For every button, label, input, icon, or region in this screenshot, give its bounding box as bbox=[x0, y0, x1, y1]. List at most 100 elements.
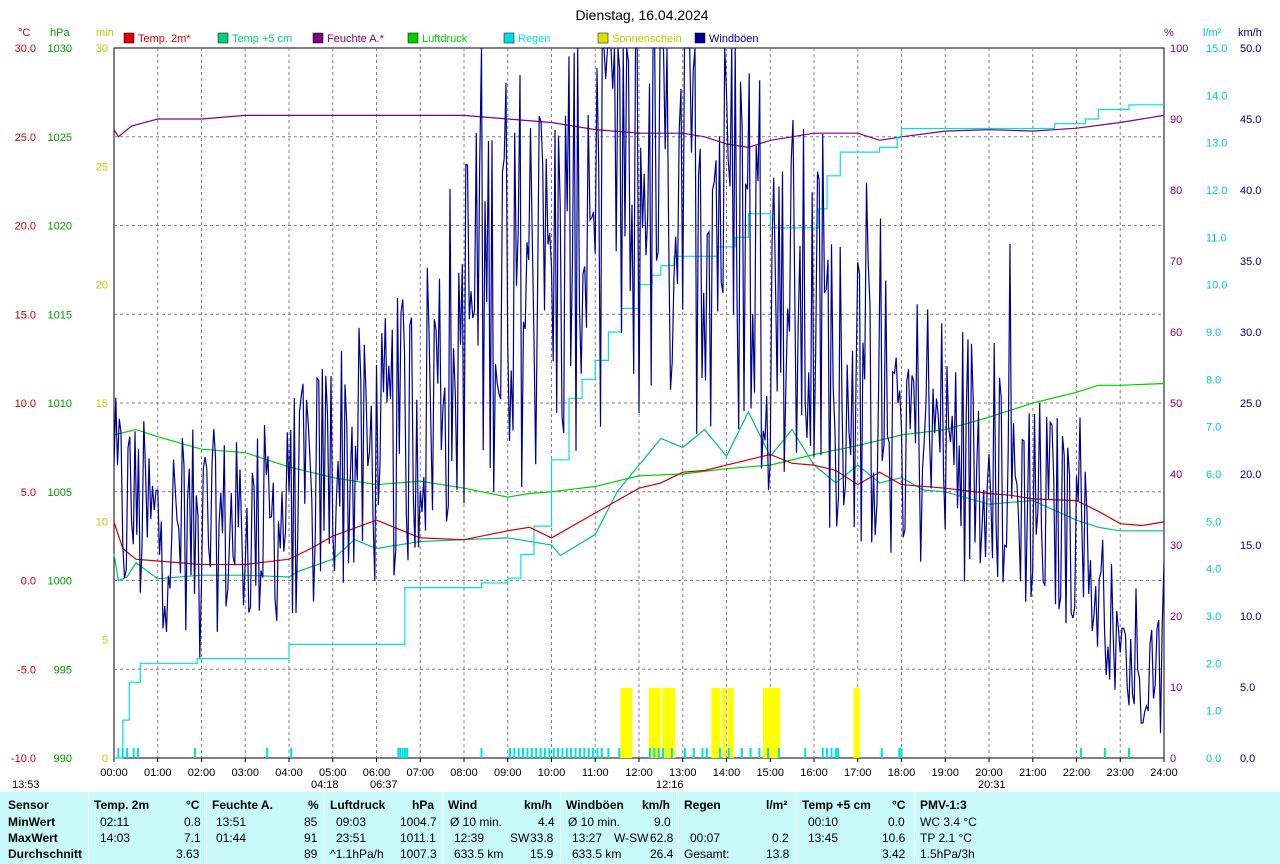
stats-header-boeen: Windböen bbox=[566, 798, 624, 812]
rain-tick bbox=[539, 748, 542, 758]
stats-unit-temp5: °C bbox=[892, 798, 906, 812]
rain-axis-tick: 4.0 bbox=[1206, 564, 1221, 576]
x-tick-label: 06:00 bbox=[363, 767, 391, 779]
wind-axis-tick: 45.0 bbox=[1240, 114, 1261, 126]
rain-axis-tick: 8.0 bbox=[1206, 374, 1221, 386]
rain-tick bbox=[1103, 748, 1106, 758]
temp-axis-tick: -10.0 bbox=[11, 753, 36, 765]
legend-label: Sonnenschein bbox=[612, 33, 682, 45]
stats-header-pmv: PMV-1:3 bbox=[920, 798, 967, 812]
chart-title: Dienstag, 16.04.2024 bbox=[575, 7, 708, 23]
stats-header-sensor: Sensor bbox=[8, 798, 49, 812]
sunshine-bar bbox=[763, 688, 767, 758]
sunshine-bar bbox=[768, 688, 773, 758]
statistics-panel: Sensor MinWert MaxWert Durchschnitt Temp… bbox=[0, 792, 1280, 864]
marker-noon: 12:16 bbox=[656, 779, 684, 791]
rain-event-ticks bbox=[117, 748, 1130, 758]
stats-luft-max-time: 23:51 bbox=[336, 831, 367, 845]
wind-axis-tick: 10.0 bbox=[1240, 611, 1261, 623]
stats-wind-max: 33.8 bbox=[530, 831, 554, 845]
humidity-axis-tick: 100 bbox=[1170, 43, 1188, 55]
legend-swatch bbox=[503, 32, 515, 44]
rain-tick bbox=[508, 748, 511, 758]
rain-tick bbox=[758, 748, 761, 758]
rain-axis-tick: 9.0 bbox=[1206, 327, 1221, 339]
legend-label: Windböen bbox=[709, 33, 759, 45]
pressure-axis-tick: 990 bbox=[54, 753, 72, 765]
stats-temp2m-min-time: 02:11 bbox=[100, 815, 130, 829]
humidity-axis-tick: 90 bbox=[1170, 114, 1182, 126]
rain-axis-tick: 5.0 bbox=[1206, 516, 1221, 528]
legend-label: Feuchte A.* bbox=[327, 33, 385, 45]
legend-label: Luftdruck bbox=[422, 33, 468, 45]
stats-feuchte-avg: 89 bbox=[304, 847, 318, 861]
stats-unit-temp2m: °C bbox=[186, 798, 200, 812]
sunshine-bar bbox=[766, 688, 771, 758]
legend-swatch bbox=[694, 32, 706, 44]
stats-header-temp5: Temp +5 cm bbox=[802, 798, 871, 812]
x-tick-label: 13:00 bbox=[669, 767, 697, 779]
x-tick-label: 20:00 bbox=[975, 767, 1003, 779]
series-line-temp-5-cm bbox=[113, 410, 1164, 582]
sunshine-bar bbox=[671, 688, 676, 758]
rain-tick bbox=[399, 748, 402, 758]
rain-axis-tick: 3.0 bbox=[1206, 611, 1221, 623]
wind-axis-tick: 5.0 bbox=[1240, 682, 1255, 694]
rain-tick bbox=[718, 748, 721, 758]
legend-label: Temp +5 cm bbox=[232, 33, 292, 45]
sunshine-bar bbox=[713, 688, 718, 758]
stats-pmv-wc: WC 3.4 °C bbox=[920, 815, 977, 829]
rain-tick bbox=[517, 748, 520, 758]
stats-wind-max-time: 12:39 bbox=[454, 831, 485, 845]
x-tick-label: 07:00 bbox=[406, 767, 434, 779]
sunshine-bar bbox=[665, 688, 670, 758]
rain-tick bbox=[1079, 748, 1082, 758]
x-tick-label: 18:00 bbox=[888, 767, 916, 779]
sunshine-axis-tick: 25 bbox=[96, 161, 108, 173]
rain-tick bbox=[406, 748, 409, 758]
rain-tick bbox=[578, 748, 581, 758]
legend-swatch bbox=[597, 32, 609, 44]
x-tick-label: 17:00 bbox=[844, 767, 872, 779]
stats-boeen-dist: 633.5 km bbox=[572, 847, 622, 861]
rain-tick bbox=[557, 748, 560, 758]
x-tick-label: 08:00 bbox=[450, 767, 478, 779]
x-tick-label: 16:00 bbox=[800, 767, 828, 779]
humidity-axis-tick: 10 bbox=[1170, 682, 1182, 694]
x-tick-label: 24:00 bbox=[1150, 767, 1178, 779]
x-tick-label: 23:00 bbox=[1106, 767, 1134, 779]
temp-axis-tick: -5.0 bbox=[17, 664, 36, 676]
sunshine-bar bbox=[853, 688, 858, 758]
rain-tick bbox=[587, 748, 590, 758]
rain-tick bbox=[767, 748, 770, 758]
sunshine-bar bbox=[855, 688, 860, 758]
stats-header-temp2m: Temp. 2m bbox=[94, 798, 150, 812]
sunshine-bar bbox=[773, 688, 778, 758]
pressure-axis-tick: 1010 bbox=[48, 398, 72, 410]
rain-tick bbox=[749, 748, 752, 758]
rain-tick bbox=[132, 748, 135, 758]
sunshine-bar bbox=[711, 688, 716, 758]
weather-chart: Dienstag, 16.04.2024 30.0 25.0 20.0 15.0 10.… bbox=[11, 7, 1262, 791]
rain-tick bbox=[740, 748, 743, 758]
rain-tick bbox=[618, 748, 621, 758]
rain-tick bbox=[670, 748, 673, 758]
humidity-axis-tick: 20 bbox=[1170, 611, 1182, 623]
stats-regen-total-label: Gesamt: bbox=[684, 847, 730, 861]
stats-temp2m-max: 7.1 bbox=[184, 831, 201, 845]
pressure-axis-tick: 1000 bbox=[48, 576, 72, 588]
stats-regen-max: 0.2 bbox=[772, 831, 789, 845]
legend-swatch bbox=[123, 32, 135, 44]
temp-axis-tick: 5.0 bbox=[21, 487, 36, 499]
sunshine-bar bbox=[722, 688, 727, 758]
x-tick-label: 03:00 bbox=[231, 767, 259, 779]
sunshine-bar bbox=[716, 688, 721, 758]
marker-sunset: 20:31 bbox=[978, 779, 1006, 791]
rain-tick bbox=[778, 748, 780, 758]
rain-tick bbox=[480, 748, 483, 758]
pressure-axis-tick: 995 bbox=[54, 664, 72, 676]
rain-tick bbox=[193, 748, 196, 758]
humidity-axis-tick: 60 bbox=[1170, 327, 1182, 339]
rain-tick bbox=[692, 748, 695, 758]
stats-luft-min-time: 09:03 bbox=[336, 815, 367, 829]
